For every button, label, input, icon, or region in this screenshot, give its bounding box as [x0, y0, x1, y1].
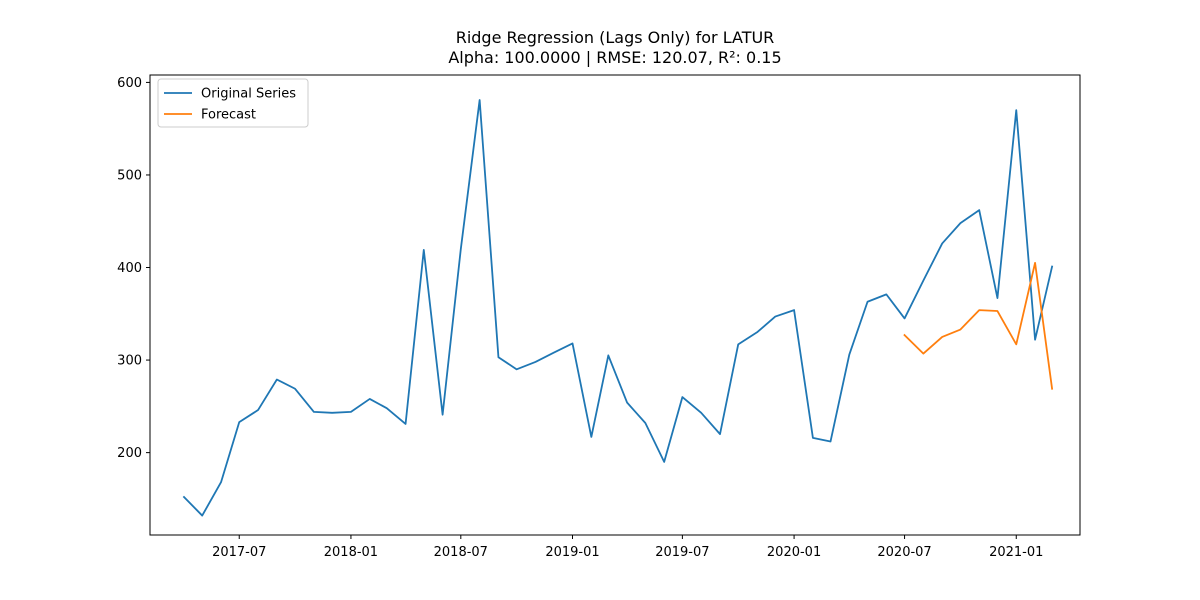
x-tick-label: 2021-01	[989, 545, 1043, 560]
series-layer	[182, 99, 1054, 517]
y-tick-label: 400	[117, 261, 142, 276]
axes-layer: 200 300 400 500 600 2017-07 2018-01 2018-07 2019…	[117, 74, 1081, 560]
x-tick-label: 2019-01	[545, 545, 599, 560]
y-tick-label: 300	[117, 354, 142, 369]
chart-subtitle: Alpha: 100.0000 | RMSE: 120.07, R²: 0.15	[448, 48, 781, 67]
legend: Original Series Forecast	[157, 78, 309, 128]
legend-box	[157, 78, 309, 128]
series-line-original	[182, 99, 1054, 517]
chart-title: Ridge Regression (Lags Only) for LATUR	[456, 28, 775, 47]
x-tick-label: 2020-01	[767, 545, 821, 560]
y-tick-label: 200	[117, 446, 142, 461]
x-tick-label: 2017-07	[212, 545, 266, 560]
plot-frame	[149, 74, 1081, 536]
y-tick-label: 500	[117, 168, 142, 183]
x-tick-label: 2020-07	[877, 545, 931, 560]
legend-label: Original Series	[201, 87, 296, 102]
legend-label: Forecast	[201, 108, 256, 123]
x-tick-label: 2019-07	[655, 545, 709, 560]
x-tick-label: 2018-01	[324, 545, 378, 560]
y-tick-label: 600	[117, 76, 142, 91]
x-tick-label: 2018-07	[434, 545, 488, 560]
series-line-forecast	[903, 261, 1054, 390]
